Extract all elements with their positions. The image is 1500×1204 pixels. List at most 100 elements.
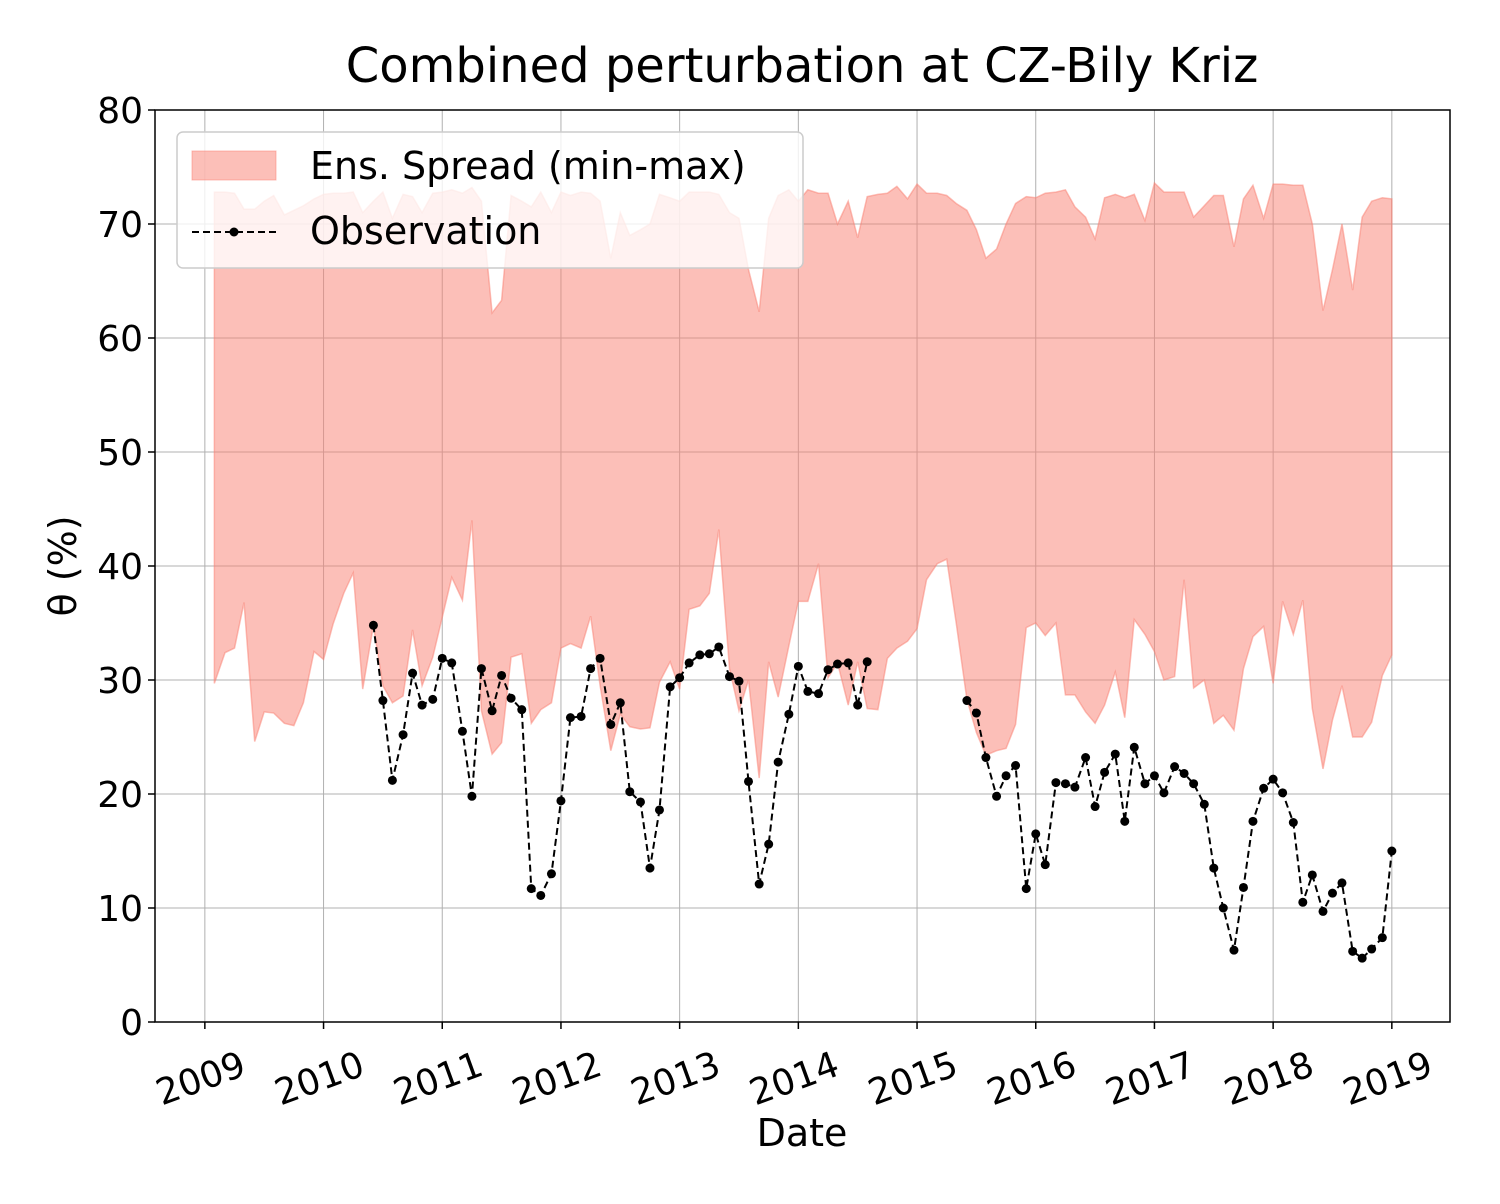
observation-point xyxy=(526,884,536,894)
observation-point xyxy=(754,879,764,889)
observation-point xyxy=(833,659,843,669)
observation-point xyxy=(387,775,397,785)
observation-point xyxy=(378,696,388,706)
observation-point xyxy=(408,668,418,678)
observation-point xyxy=(665,682,675,692)
observation-point xyxy=(625,787,635,797)
observation-point xyxy=(437,653,447,663)
observation-point xyxy=(1011,761,1021,770)
observation-point xyxy=(981,753,991,763)
observation-point xyxy=(764,839,774,849)
observation-point xyxy=(675,673,685,683)
observation-point xyxy=(517,705,527,715)
observation-point xyxy=(467,791,477,801)
y-tick-label: 80 xyxy=(97,91,143,132)
observation-point xyxy=(1040,860,1050,870)
observation-point xyxy=(1199,799,1209,809)
observation-point xyxy=(1318,906,1328,916)
observation-point xyxy=(1307,870,1317,880)
y-tick-label: 50 xyxy=(97,433,143,474)
observation-point xyxy=(1060,779,1070,789)
observation-point xyxy=(1051,778,1061,788)
observation-point xyxy=(992,791,1002,801)
observation-point xyxy=(447,658,457,668)
observation-point xyxy=(793,661,803,671)
observation-point xyxy=(615,698,625,708)
legend-marker xyxy=(229,227,239,237)
observation-point xyxy=(1348,946,1358,956)
observation-point xyxy=(1100,767,1110,777)
observation-point xyxy=(1140,779,1150,789)
observation-point xyxy=(684,658,694,668)
y-tick-label: 20 xyxy=(97,775,143,816)
y-tick-label: 10 xyxy=(97,889,143,930)
observation-point xyxy=(1021,884,1031,894)
observation-point xyxy=(1189,779,1199,789)
observation-point xyxy=(853,700,863,710)
observation-point xyxy=(1149,771,1159,781)
observation-point xyxy=(1357,953,1367,963)
observation-point xyxy=(725,672,735,682)
observation-point xyxy=(784,709,794,719)
observation-point xyxy=(497,670,507,680)
observation-point xyxy=(1120,816,1130,826)
observation-point xyxy=(971,708,981,718)
observation-point xyxy=(1248,816,1258,826)
legend: Ens. Spread (min-max) Observation xyxy=(176,131,804,269)
observation-point xyxy=(428,694,438,704)
observation-point xyxy=(1001,771,1011,781)
observation-point xyxy=(773,757,783,767)
observation-point xyxy=(546,869,556,879)
legend-box xyxy=(176,131,804,269)
legend-label: Observation xyxy=(310,209,541,253)
y-tick-label: 70 xyxy=(97,205,143,246)
observation-point xyxy=(1238,882,1248,892)
observation-point xyxy=(556,796,566,806)
observation-point xyxy=(1218,903,1228,913)
observation-point xyxy=(654,805,664,815)
observation-point xyxy=(1259,783,1269,793)
observation-point xyxy=(1327,888,1337,898)
observation-point xyxy=(1070,782,1080,792)
observation-point xyxy=(1288,818,1298,827)
observation-point xyxy=(487,706,497,716)
plot xyxy=(213,181,1397,963)
observation-point xyxy=(368,620,378,630)
observation-point xyxy=(1179,768,1189,778)
observation-point xyxy=(1377,933,1387,943)
observation-line xyxy=(372,625,1393,960)
observation-point xyxy=(1367,944,1377,954)
observation-point xyxy=(1129,742,1139,752)
observation-point xyxy=(645,863,655,873)
observation-point xyxy=(843,658,853,668)
observation-point xyxy=(1110,749,1120,759)
observation-point xyxy=(704,649,714,659)
observation-point xyxy=(962,696,972,706)
observation-point xyxy=(476,664,486,674)
observation-point xyxy=(1031,829,1041,839)
observation-point xyxy=(1298,897,1308,907)
observation-point xyxy=(1170,762,1180,772)
y-tick-label: 60 xyxy=(97,319,143,360)
observation-point xyxy=(743,776,753,786)
observation-point xyxy=(536,890,546,900)
observation-point xyxy=(823,665,833,675)
observation-point xyxy=(595,653,605,663)
legend-label: Ens. Spread (min-max) xyxy=(310,144,746,188)
legend-swatch xyxy=(191,150,277,181)
observation-point xyxy=(1081,753,1091,763)
observation-point xyxy=(606,719,616,729)
observation-point xyxy=(457,726,467,736)
y-axis-label: θ (%) xyxy=(41,515,85,616)
chart-title: Combined perturbation at CZ-Bily Kriz xyxy=(346,38,1259,94)
observation-point xyxy=(1159,788,1169,798)
observation-point xyxy=(1278,788,1288,798)
observation-point xyxy=(1209,863,1219,873)
y-tick-label: 40 xyxy=(97,547,143,588)
observation-point xyxy=(734,676,744,686)
observation-point xyxy=(714,642,724,652)
y-tick-label: 0 xyxy=(120,1003,143,1044)
y-tick-label: 30 xyxy=(97,661,143,702)
observation-point xyxy=(814,689,824,699)
